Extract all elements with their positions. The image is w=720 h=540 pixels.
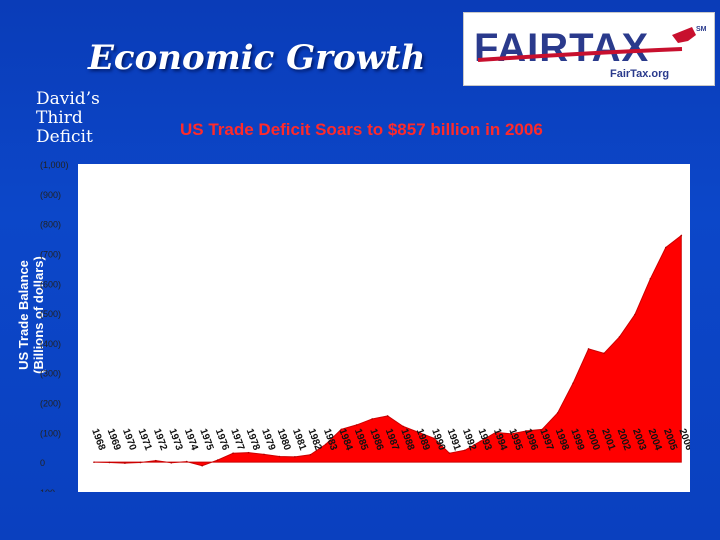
data-point [371,418,373,420]
y-tick-labels: (1,000) (900) (800) (700) (600) (500) (400) (30… [40,160,69,498]
logo-sm-mark: SM [696,26,707,33]
data-point [155,459,157,462]
data-point [495,431,497,434]
data-point [216,459,219,461]
data-point [649,278,652,280]
data-point [386,415,389,417]
logo-url-text: FairTax.org [610,68,669,80]
data-point [680,234,683,237]
logo-eagle-icon [672,27,696,43]
y-tick-label: (700) [40,249,61,259]
data-point [541,428,543,431]
area-series [93,234,683,467]
data-point [417,431,420,434]
fairtax-logo: FAIRTAX SM FairTax.org [463,12,715,86]
y-tick-label: (200) [40,399,61,409]
data-point [479,440,482,443]
data-point [108,461,111,464]
logo-swoosh [477,47,683,62]
data-point [665,246,667,249]
side-note: David’s Third Deficit [36,89,100,147]
chart-area: (1,000) (900) (800) (700) (600) (500) (400) (30… [36,160,695,498]
y-axis-label-line-1: US Trade Balance [16,260,31,370]
data-point [603,352,605,355]
y-tick-label: (800) [40,220,61,230]
y-tick-label: 100 [40,488,55,492]
chart-title: US Trade Deficit Soars to $857 billion i… [180,120,543,139]
y-tick-label: (400) [40,339,61,349]
data-point [572,382,574,384]
data-point [340,428,343,431]
y-tick-label: 0 [40,458,45,468]
data-point [587,348,590,350]
y-tick-label: (1,000) [40,160,69,170]
data-point [278,455,281,458]
data-point [309,453,312,456]
data-point [263,453,265,456]
data-point [294,456,296,458]
data-point [355,424,358,426]
data-point [232,452,234,455]
data-point [93,461,95,463]
data-point [525,430,528,432]
data-point [124,462,126,464]
data-point [464,449,466,452]
y-tick-label: (500) [40,309,61,319]
data-point [448,452,451,455]
data-point [325,443,327,446]
data-point [634,313,636,316]
y-tick-label: (100) [40,428,61,438]
data-point [433,437,435,440]
data-point [139,461,142,464]
data-point [618,336,621,338]
y-tick-label: (900) [40,190,61,200]
trade-balance-chart: (1,000) (900) (800) (700) (600) (500) (400) (30… [40,160,695,498]
data-point [201,464,203,467]
y-tick-label: (300) [40,369,61,379]
data-point [402,425,404,428]
data-point [247,451,250,454]
y-tick-label: (600) [40,279,61,289]
data-point [185,460,188,463]
data-point [510,433,513,435]
data-point [170,461,173,464]
slide-title: Economic Growth [88,38,426,78]
data-point [556,412,559,414]
logo-brand-text: FAIRTAX [474,26,649,70]
fairtax-logo-graphic: FAIRTAX SM FairTax.org [474,26,707,80]
